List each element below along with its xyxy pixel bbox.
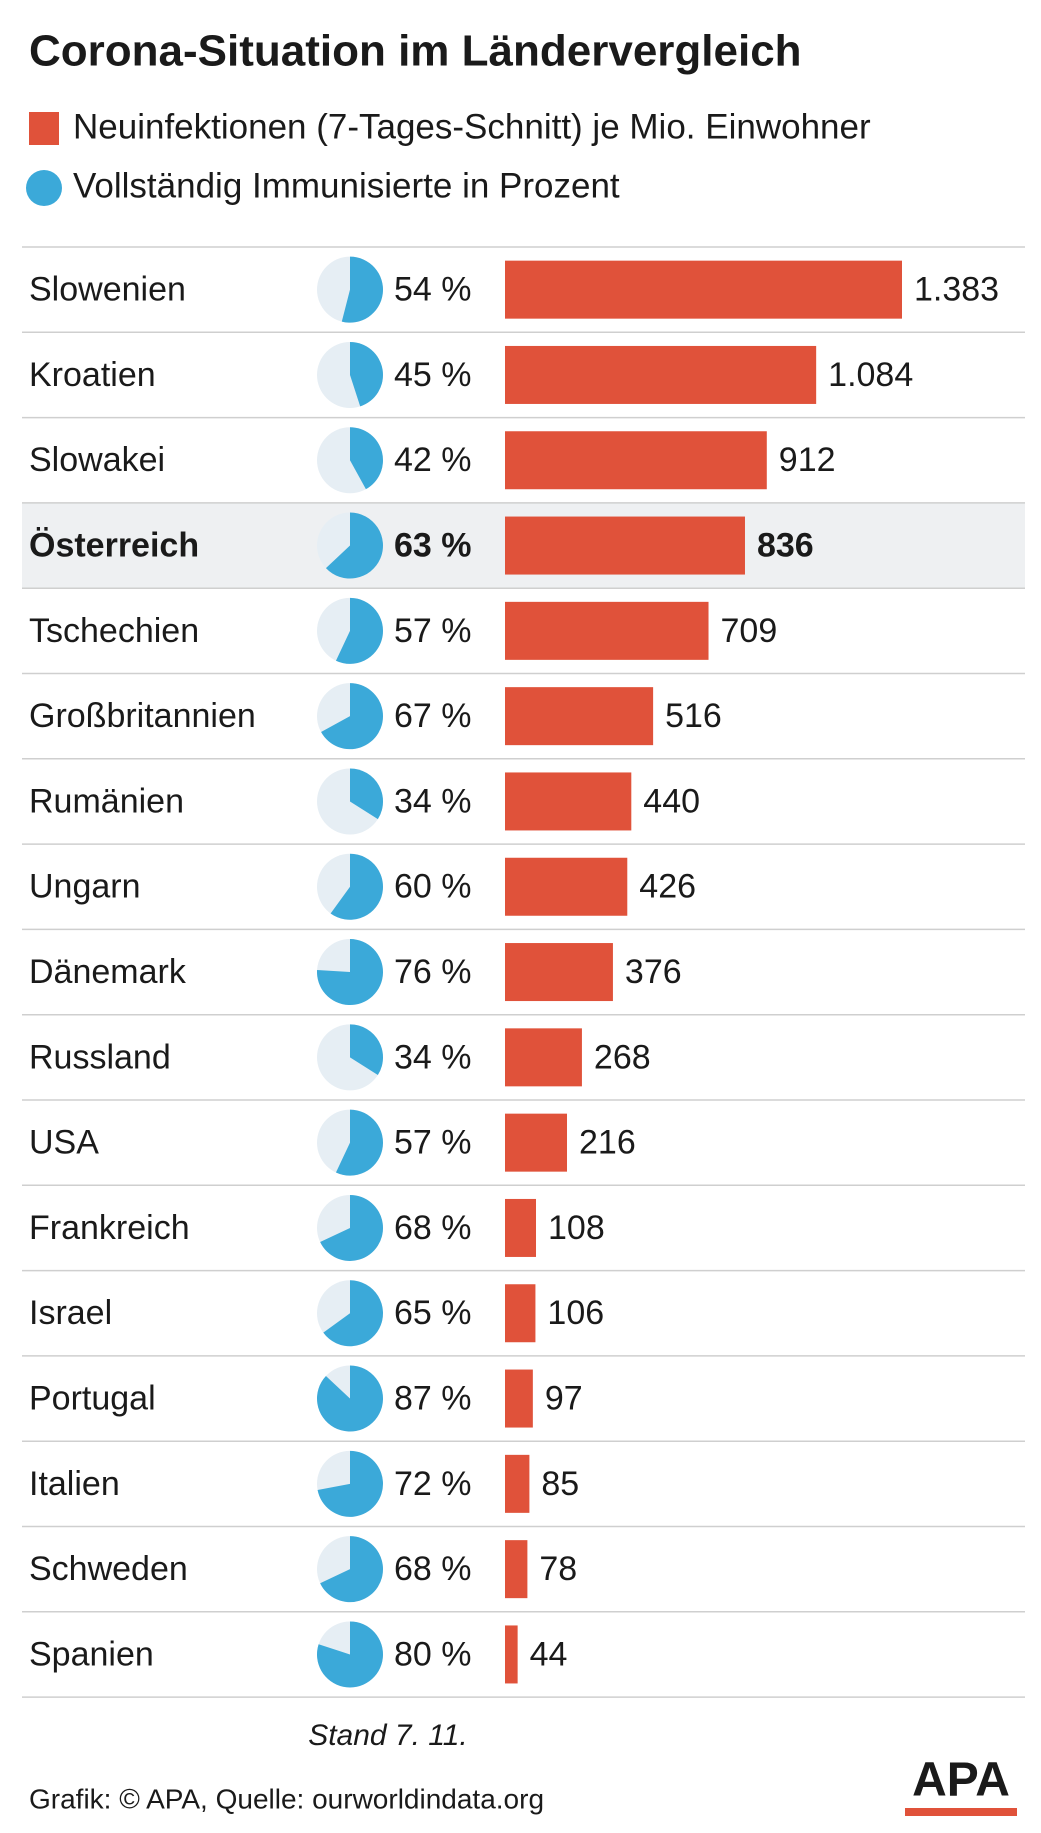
value-label: 836 — [757, 527, 814, 565]
value-label: 216 — [579, 1124, 636, 1162]
bar — [505, 260, 902, 319]
row-label: Slowenien — [29, 271, 186, 309]
row-label: Slowakei — [29, 441, 165, 479]
value-label: 376 — [625, 953, 682, 991]
row-label: Tschechien — [29, 612, 199, 650]
bar — [505, 1284, 536, 1343]
row-label: Österreich — [29, 527, 199, 565]
row-label: Dänemark — [29, 953, 187, 991]
bar — [505, 1198, 537, 1257]
pie-wedge — [317, 1365, 383, 1432]
bar — [505, 431, 767, 490]
source: Grafik: © APA, Quelle: ourworldindata.or… — [29, 1783, 544, 1814]
pie-wedge — [317, 1450, 384, 1517]
value-label: 85 — [541, 1465, 579, 1503]
bar — [505, 1540, 528, 1599]
bar — [505, 1028, 582, 1087]
percent-label: 63 % — [394, 527, 472, 565]
value-label: 440 — [643, 782, 700, 820]
value-label: 44 — [530, 1635, 568, 1673]
pie-wedge — [350, 341, 383, 407]
logo: APA — [912, 1754, 1010, 1807]
pie-wedge — [321, 683, 384, 750]
value-label: 268 — [594, 1038, 651, 1076]
pie-wedge — [317, 939, 384, 1006]
pie-wedge — [341, 256, 383, 323]
bar — [505, 943, 613, 1002]
percent-label: 34 % — [394, 782, 472, 820]
bar — [505, 1113, 568, 1172]
legend-label: Neuinfektionen (7-Tages-Schnitt) je Mio.… — [73, 107, 871, 146]
percent-label: 68 % — [394, 1550, 472, 1588]
percent-label: 60 % — [394, 868, 472, 906]
pie-wedge — [335, 597, 384, 664]
logo-bar — [905, 1808, 1017, 1816]
value-label: 106 — [547, 1294, 604, 1332]
pie-wedge — [335, 1109, 384, 1176]
pie-wedge — [350, 768, 383, 820]
percent-label: 76 % — [394, 953, 472, 991]
note: Stand 7. 11. — [308, 1719, 468, 1752]
row-label: Großbritannien — [29, 697, 256, 735]
row-label: Spanien — [29, 1635, 154, 1673]
bar — [505, 1625, 518, 1684]
value-label: 516 — [665, 697, 722, 735]
value-label: 426 — [639, 868, 696, 906]
bar — [505, 345, 817, 404]
pie-wedge — [350, 427, 383, 490]
row-label: Portugal — [29, 1380, 156, 1418]
row-label: Italien — [29, 1465, 120, 1503]
percent-label: 65 % — [394, 1294, 472, 1332]
pie-wedge — [325, 512, 384, 579]
bar — [505, 601, 709, 660]
value-label: 709 — [721, 612, 778, 650]
row-label: USA — [29, 1124, 99, 1162]
pie-wedge — [350, 1024, 384, 1076]
chart-title: Corona-Situation im Ländervergleich — [29, 27, 802, 76]
legend-swatch — [26, 170, 62, 206]
bar — [505, 1454, 530, 1513]
percent-label: 54 % — [394, 271, 472, 309]
percent-label: 57 % — [394, 1124, 472, 1162]
percent-label: 72 % — [394, 1465, 472, 1503]
row-label: Schweden — [29, 1550, 188, 1588]
value-label: 1.084 — [828, 356, 913, 394]
percent-label: 87 % — [394, 1380, 472, 1418]
percent-label: 57 % — [394, 612, 472, 650]
legend-swatch — [29, 112, 59, 145]
value-label: 97 — [545, 1380, 583, 1418]
legend-label: Vollständig Immunisierte in Prozent — [73, 166, 620, 205]
percent-label: 67 % — [394, 697, 472, 735]
pie-wedge — [323, 1280, 383, 1347]
row-label: Ungarn — [29, 868, 141, 906]
bar — [505, 516, 745, 575]
percent-label: 42 % — [394, 441, 472, 479]
value-label: 1.383 — [914, 271, 999, 309]
bar — [505, 1369, 533, 1428]
pie-wedge — [320, 1194, 383, 1261]
row-label: Kroatien — [29, 356, 156, 394]
row-label: Rumänien — [29, 782, 184, 820]
bar — [505, 687, 654, 746]
pie-wedge — [320, 1536, 384, 1603]
value-label: 912 — [779, 441, 836, 479]
value-label: 108 — [548, 1209, 605, 1247]
value-label: 78 — [539, 1550, 577, 1588]
bar — [505, 772, 632, 831]
row-label: Russland — [29, 1038, 171, 1076]
row-label: Frankreich — [29, 1209, 190, 1247]
percent-label: 80 % — [394, 1635, 472, 1673]
percent-label: 68 % — [394, 1209, 472, 1247]
percent-label: 45 % — [394, 356, 472, 394]
pie-wedge — [317, 1621, 384, 1688]
row-label: Israel — [29, 1294, 112, 1332]
pie-wedge — [330, 853, 383, 920]
bar — [505, 857, 628, 916]
percent-label: 34 % — [394, 1038, 472, 1076]
